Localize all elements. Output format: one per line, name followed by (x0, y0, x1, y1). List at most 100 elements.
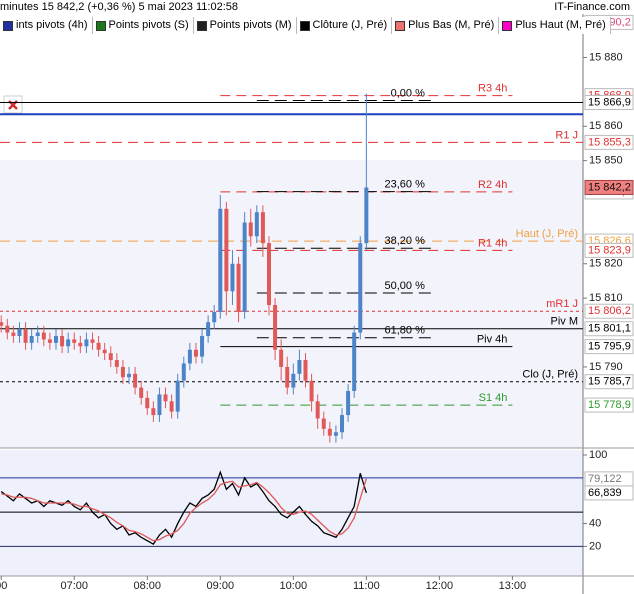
candle-body (23, 329, 28, 343)
candle-body (5, 325, 10, 333)
legend-label: Clôture (J, Pré) (312, 19, 388, 31)
y-tick-label: 15 820 (589, 258, 623, 270)
price-box (584, 303, 634, 319)
oscillator-line (0, 470, 367, 546)
candle-body (169, 401, 174, 412)
last-price-label: 15 842,2 (588, 181, 631, 193)
level-label: Piv 4h (477, 334, 508, 346)
candle-body (340, 415, 345, 433)
x-tick-label: 00 (0, 580, 7, 592)
candle-body (53, 335, 58, 343)
title: minutes 15 842,2 (+0,36 %) 5 mai 2023 11… (0, 1, 238, 13)
candle-body (193, 349, 198, 357)
y-tick-label: 20 (589, 540, 601, 552)
candle-body (297, 360, 302, 374)
price-box (584, 397, 634, 413)
legend-label: Plus Bas (M, Pré) (408, 19, 495, 31)
candle-body (364, 187, 369, 244)
price-box (584, 321, 634, 337)
candle-body (200, 335, 205, 357)
legend-item[interactable]: Plus Bas (M, Pré) (392, 17, 500, 34)
candle-body (175, 380, 180, 412)
oscillator-panel (0, 470, 583, 547)
candle-body (187, 349, 192, 364)
level-label: R3 4h (478, 83, 507, 95)
legend-item[interactable]: Points pivots (S) (93, 17, 194, 34)
candle-body (181, 363, 186, 381)
y-tick-label: 15 860 (589, 120, 623, 132)
candle-body (327, 428, 332, 436)
legend-swatch (3, 20, 13, 31)
y-tick-label: 40 (589, 517, 601, 529)
level-label: R1 4h (478, 237, 507, 249)
candle-body (41, 332, 46, 340)
candle-body (163, 394, 168, 402)
candle-body (60, 335, 65, 347)
price-box-label: 15 778,9 (588, 399, 631, 411)
candle-body (145, 397, 150, 409)
legend-item[interactable]: Clôture (J, Pré) (297, 17, 393, 34)
candle-body (84, 339, 89, 347)
y-tick-label: 15 810 (589, 292, 623, 304)
candle-body (321, 418, 326, 429)
candle-body (352, 332, 357, 391)
level-label: Piv M (551, 316, 579, 328)
candle-body (90, 339, 95, 343)
last-price-box (584, 179, 634, 195)
legend: ints pivots (4h) Points pivots (S) Points … (0, 17, 611, 34)
candle-body (285, 366, 290, 388)
x-tick-label: 12:00 (426, 580, 454, 592)
y-tick-label: 15 880 (589, 51, 623, 63)
candle-body (266, 243, 271, 306)
candle-body (108, 353, 113, 361)
candle-body (139, 387, 144, 398)
level-label: S1 4h (479, 392, 508, 404)
price-box (584, 95, 634, 111)
level-label: R1 J (555, 129, 578, 141)
source: IT-Finance.com (554, 1, 630, 13)
price-box (584, 339, 634, 355)
candle-body (102, 349, 107, 354)
x-tick-label: 10:00 (280, 580, 308, 592)
price-box-label: 15 866,9 (588, 96, 631, 108)
legend-item[interactable]: Points pivots (M) (194, 17, 297, 34)
legend-swatch (502, 20, 513, 31)
candle-body (120, 366, 125, 378)
candle-body (66, 339, 71, 347)
price-box-label: 15 785,7 (588, 376, 631, 388)
legend-item[interactable]: Plus Haut (M, Pré) (499, 17, 611, 34)
axes: 15 880 15 860 15 850 15 820 15 810 15 790 00 07… (0, 14, 634, 592)
legend-swatch (299, 20, 310, 31)
candle-body (133, 373, 138, 388)
candle-body (206, 322, 211, 336)
legend-swatch (395, 20, 406, 31)
price-box (584, 134, 634, 150)
legend-label: Points pivots (M) (209, 19, 292, 31)
candle-body (309, 380, 314, 402)
candle-body (242, 222, 247, 312)
legend-item[interactable]: ints pivots (4h) (0, 17, 93, 34)
candle-body (291, 373, 296, 388)
candle-body (273, 305, 278, 350)
candle-body (333, 432, 338, 436)
price-box-label: 15 795,9 (588, 341, 631, 353)
y-tick-label: 100 (589, 449, 607, 461)
candle-body (17, 329, 22, 336)
fib-label: 0,00 % (391, 87, 425, 99)
fib-label: 23,60 % (384, 178, 425, 190)
legend-label: Plus Haut (M, Pré) (515, 19, 606, 31)
candle-body (346, 390, 351, 416)
candle-body (254, 212, 259, 237)
price-box (584, 242, 634, 258)
candle-body (72, 339, 77, 343)
oscillator-line (1, 478, 367, 542)
close-icon[interactable] (3, 95, 23, 114)
candle-body (303, 360, 308, 381)
y-tick-label: 15 850 (589, 155, 623, 167)
legend-swatch (196, 20, 207, 31)
x-tick-label: 11:00 (353, 580, 380, 592)
value-box (584, 471, 634, 487)
x-tick-label: 08:00 (134, 580, 162, 592)
price-box-label: 15 806,2 (588, 305, 631, 317)
